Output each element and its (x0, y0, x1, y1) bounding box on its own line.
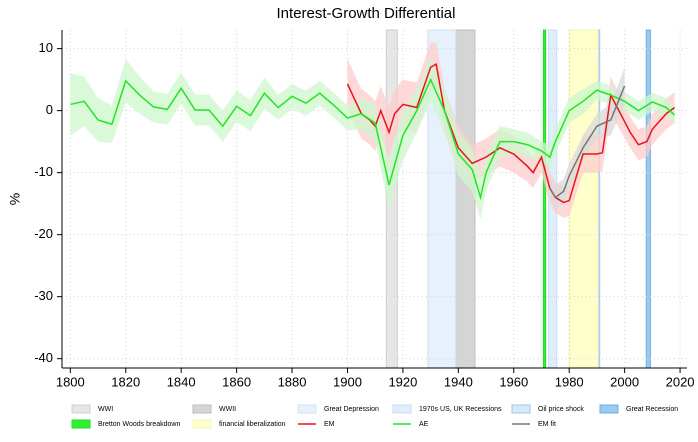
legend-label: WWII (219, 406, 236, 413)
chart-title: Interest-Growth Differential (277, 5, 456, 22)
legend-label: Great Recession (626, 406, 678, 413)
legend-swatch (392, 404, 412, 414)
x-tick-label: 2000 (610, 374, 639, 389)
x-tick-label: 1860 (222, 374, 251, 389)
y-tick-label: -30 (34, 288, 53, 303)
legend-swatch (192, 419, 212, 429)
legend-swatch (71, 404, 91, 414)
y-tick-label: -10 (34, 164, 53, 179)
x-tick-label: 1920 (388, 374, 417, 389)
x-tick-label: 1800 (56, 374, 85, 389)
legend-label: EM fit (538, 421, 556, 428)
x-tick-label: 1840 (167, 374, 196, 389)
y-tick-label: -20 (34, 226, 53, 241)
x-tick-label: 2020 (666, 374, 695, 389)
legend-label: Great Depression (324, 406, 379, 413)
y-tick-label: -40 (34, 350, 53, 365)
period-band (645, 29, 651, 369)
period-band (542, 29, 547, 369)
y-tick-label: 0 (46, 102, 53, 117)
x-tick-label: 1960 (499, 374, 528, 389)
x-tick-label: 1820 (111, 374, 140, 389)
legend-label: AE (419, 421, 429, 428)
y-axis-label: % (7, 193, 23, 205)
x-tick-label: 1900 (333, 374, 362, 389)
legend-label: EM (324, 421, 335, 428)
legend-label: 1970s US, UK Recessions (419, 406, 502, 413)
legend-swatch (599, 404, 619, 414)
legend-swatch (71, 419, 91, 429)
series-line (346, 62, 675, 204)
x-tick-label: 1980 (555, 374, 584, 389)
legend-label: Bretton Woods breakdown (98, 421, 180, 428)
legend-label: Oil price shock (538, 406, 584, 413)
legend-label: WWI (98, 406, 113, 413)
series-line (549, 85, 626, 199)
confidence-band (549, 67, 625, 210)
legend-swatch (297, 404, 317, 414)
confidence-band (70, 57, 675, 220)
legend-swatch (511, 404, 531, 414)
legend-label: financial liberalization (219, 421, 286, 428)
legend-swatch (192, 404, 212, 414)
series-line (70, 77, 676, 201)
x-tick-label: 1880 (278, 374, 307, 389)
y-tick-label: 10 (39, 40, 53, 55)
x-tick-label: 1940 (444, 374, 473, 389)
